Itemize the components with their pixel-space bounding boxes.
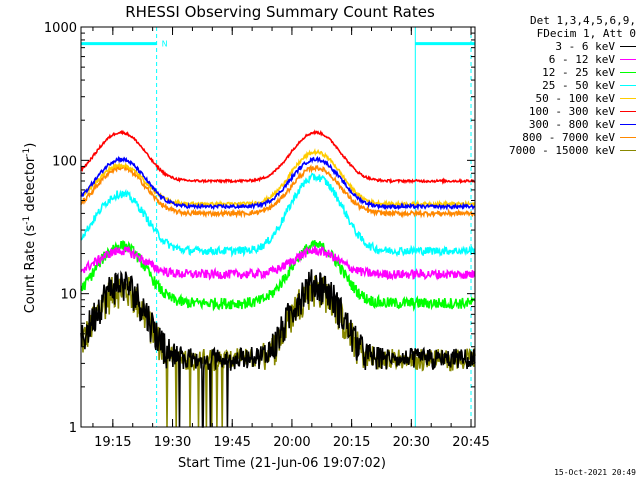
legend-entry-label: 50 - 100 keV	[535, 92, 615, 105]
legend-entry: 100 - 300 keV	[474, 105, 636, 118]
legend-entry-swatch	[620, 98, 636, 99]
chart-title: RHESSI Observing Summary Count Rates	[125, 3, 435, 21]
legend: Det 1,3,4,5,6,9, FDecim 1, Att 0 3 - 6 k…	[474, 14, 636, 157]
legend-entry-swatch	[620, 72, 636, 73]
x-tick-label-1: 19:30	[154, 435, 191, 450]
legend-entry: 6 - 12 keV	[474, 53, 636, 66]
legend-entry-label: 3 - 6 keV	[555, 40, 615, 53]
legend-entry-swatch	[620, 124, 636, 125]
legend-entry-swatch	[620, 85, 636, 86]
series-line-3	[80, 172, 476, 258]
legend-header-line-1: Det 1,3,4,5,6,9,	[530, 14, 636, 27]
legend-entry-label: 800 - 7000 keV	[522, 131, 615, 144]
legend-entry-swatch	[620, 59, 636, 60]
y-axis-label-main: Count Rate (s	[23, 225, 38, 314]
legend-entry: 25 - 50 keV	[474, 79, 636, 92]
x-tick-label-4: 20:15	[333, 435, 370, 450]
legend-entry-swatch	[620, 111, 636, 112]
legend-entry: 300 - 800 keV	[474, 118, 636, 131]
y-tick-label-2: 100	[52, 154, 77, 169]
y-tick-label-1: 10	[60, 288, 77, 303]
legend-entry-label: 300 - 800 keV	[528, 118, 615, 131]
legend-entry-swatch	[620, 137, 636, 138]
legend-header-line-2: FDecim 1, Att 0	[536, 27, 636, 40]
x-tick-label-2: 19:45	[213, 435, 250, 450]
x-axis-label: Start Time (21-Jun-06 19:07:02)	[178, 456, 386, 471]
x-tick-label-5: 20:30	[393, 435, 430, 450]
series-line-7	[80, 164, 476, 219]
series-line-1	[80, 244, 476, 281]
legend-entry-label: 7000 - 15000 keV	[509, 144, 615, 157]
plot-frame	[80, 26, 476, 428]
legend-entry-label: 12 - 25 keV	[542, 66, 615, 79]
attenuator-marker: N	[162, 40, 168, 49]
legend-entries: 3 - 6 keV 6 - 12 keV 12 - 25 keV 25 - 50 ke…	[474, 40, 636, 157]
legend-entry-label: 25 - 50 keV	[542, 79, 615, 92]
y-tick-label-3: 1000	[44, 21, 77, 36]
legend-entry: 7000 - 15000 keV	[474, 144, 636, 157]
y-axis-label-sup2: -1	[22, 148, 32, 157]
y-axis-label: Count Rate (s-1 detector-1)	[22, 143, 38, 314]
y-axis-label-mid: detector	[23, 156, 38, 216]
series-line-2	[80, 240, 476, 312]
x-tick-label-3: 20:00	[273, 435, 310, 450]
series-line-0	[80, 269, 476, 428]
legend-entry-label: 100 - 300 keV	[528, 105, 615, 118]
legend-entry-label: 6 - 12 keV	[548, 53, 615, 66]
x-tick-label-0: 19:15	[94, 435, 131, 450]
legend-entry: 3 - 6 keV	[474, 40, 636, 53]
legend-entry: 800 - 7000 keV	[474, 131, 636, 144]
legend-entry: 12 - 25 keV	[474, 66, 636, 79]
series-line-6	[80, 155, 476, 211]
generation-timestamp: 15-Oct-2021 20:49	[554, 468, 636, 477]
plot-area: N 1 10 100 1000 19:15 19:30 19:45 20:00 20:15 20:3…	[44, 21, 490, 450]
series-line-5	[80, 129, 476, 185]
x-tick-label-6: 20:45	[452, 435, 489, 450]
y-axis-label-sup1: -1	[22, 216, 32, 225]
series-line-4	[80, 147, 476, 209]
y-tick-label-0: 1	[69, 421, 77, 436]
legend-entry-swatch	[620, 150, 636, 151]
y-axis-label-end: )	[23, 143, 38, 148]
legend-entry: 50 - 100 keV	[474, 92, 636, 105]
legend-entry-swatch	[620, 46, 636, 47]
